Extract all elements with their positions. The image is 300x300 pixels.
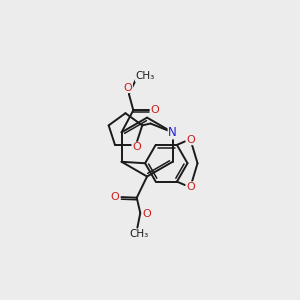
Text: O: O [124, 82, 132, 93]
Text: CH₃: CH₃ [129, 229, 148, 239]
Text: CH₃: CH₃ [136, 71, 155, 81]
Text: O: O [151, 105, 160, 115]
Text: O: O [142, 209, 151, 220]
Text: O: O [111, 192, 119, 202]
Text: O: O [186, 135, 195, 145]
Text: N: N [168, 126, 177, 139]
Text: O: O [186, 182, 195, 192]
Text: O: O [132, 142, 141, 152]
